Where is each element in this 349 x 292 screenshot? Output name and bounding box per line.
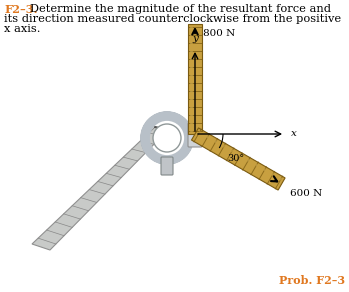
Polygon shape xyxy=(192,128,285,190)
Text: 30°: 30° xyxy=(227,154,244,163)
Text: x: x xyxy=(291,129,297,138)
Text: x axis.: x axis. xyxy=(4,24,40,34)
FancyBboxPatch shape xyxy=(188,123,202,147)
Polygon shape xyxy=(188,24,202,134)
Text: 600 N: 600 N xyxy=(290,190,322,199)
Text: 800 N: 800 N xyxy=(203,29,235,39)
Text: its direction measured counterclockwise from the positive: its direction measured counterclockwise … xyxy=(4,14,341,24)
Text: Determine the magnitude of the resultant force and: Determine the magnitude of the resultant… xyxy=(30,4,331,14)
Text: y: y xyxy=(192,34,198,43)
Circle shape xyxy=(153,124,181,152)
Text: Prob. F2–3: Prob. F2–3 xyxy=(279,275,345,286)
Polygon shape xyxy=(32,127,168,250)
Text: F2–3.: F2–3. xyxy=(4,4,37,15)
FancyBboxPatch shape xyxy=(161,157,173,175)
